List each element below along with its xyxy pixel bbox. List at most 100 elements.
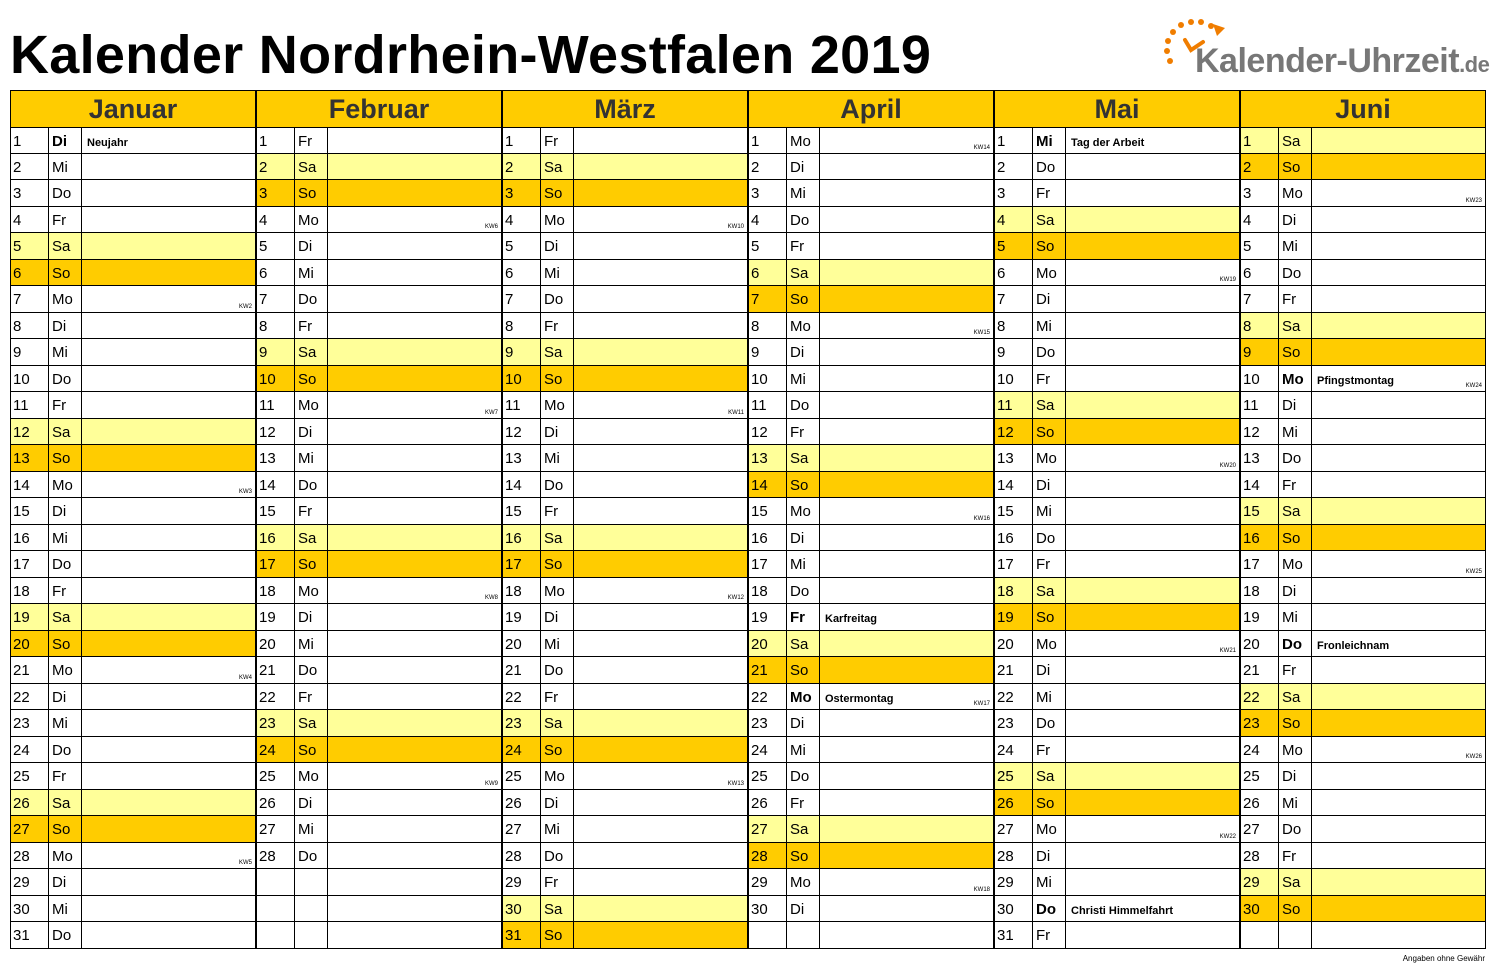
day-number: 24	[505, 741, 522, 759]
weekday: Mi	[48, 895, 82, 921]
day-number: 10	[505, 370, 522, 388]
day-number: 15	[13, 503, 30, 520]
day-row: 31 So	[502, 922, 748, 949]
day-number: 12	[505, 423, 522, 441]
day-row: 10 Mo Pfingstmontag KW24	[1240, 365, 1486, 392]
day-number: 3	[751, 185, 760, 202]
weekday: Fr	[1278, 657, 1312, 683]
weekday: Sa	[1278, 312, 1312, 338]
weekday: Fr	[1032, 180, 1066, 206]
weekday: Di	[48, 128, 82, 153]
week-number: KW5	[238, 860, 252, 866]
day-row: 28 Di	[994, 842, 1240, 869]
day-row: 10 Fr	[994, 365, 1240, 392]
day-row: 17 So	[256, 551, 502, 578]
day-number: 27	[505, 821, 522, 838]
day-number: 2	[751, 158, 760, 176]
day-row: 26 Di	[256, 789, 502, 816]
day-row: 23 So	[1240, 710, 1486, 737]
day-number: 12	[751, 423, 768, 441]
day-number: 25	[259, 768, 276, 785]
weekday: Mo	[786, 498, 820, 524]
week-number: KW15	[973, 330, 990, 336]
day-row: 23 Sa	[502, 710, 748, 737]
day-row: 19 Sa	[10, 604, 256, 631]
day-number: 19	[13, 609, 30, 626]
weekday: Mo	[48, 657, 82, 683]
day-number: 5	[751, 238, 760, 255]
day-number: 20	[505, 635, 522, 653]
day-number: 6	[1243, 264, 1252, 282]
weekday: Sa	[540, 339, 574, 365]
day-number: 12	[13, 423, 30, 441]
day-row: 28 So	[748, 842, 994, 869]
day-number: 22	[13, 688, 30, 706]
day-list: 1 Fr 2 Sa 3 So 4 Mo KW6 5 Di 6 Mi 7 Do 8 Fr 9 Sa 10 So 11 Mo KW…	[256, 127, 502, 949]
day-row: 16 Sa	[502, 524, 748, 551]
weekday: So	[1278, 339, 1312, 365]
day-row: 3 So	[256, 180, 502, 207]
weekday: Di	[786, 895, 820, 921]
empty-row	[748, 922, 994, 949]
day-row: 11 Sa	[994, 392, 1240, 419]
day-number: 24	[751, 741, 768, 759]
day-number: 14	[997, 476, 1014, 494]
weekday: So	[1278, 710, 1312, 736]
day-row: 20 Do Fronleichnam	[1240, 630, 1486, 657]
weekday: Di	[294, 233, 328, 259]
weekday: Di	[540, 418, 574, 444]
weekday: Do	[786, 392, 820, 418]
week-number: KW7	[484, 409, 498, 416]
day-number: 26	[13, 794, 30, 812]
weekday: Di	[540, 233, 574, 259]
day-row: 17 Fr	[994, 551, 1240, 578]
day-list: 1 Mo KW14 2 Di 3 Mi 4 Do 5 Fr 6 Sa 7 So 8 Mo KW15 9 Di 10 Mi 1…	[748, 127, 994, 949]
day-row: 14 Do	[502, 471, 748, 498]
day-number: 20	[259, 635, 276, 653]
day-row: 12 Di	[502, 418, 748, 445]
month-column: April 1 Mo KW14 2 Di 3 Mi 4 Do 5 Fr 6 Sa 7 So 8 Mo KW15 9 Di…	[748, 90, 994, 951]
weekday: Mo	[294, 206, 328, 232]
empty-row	[256, 895, 502, 922]
day-number: 10	[751, 370, 768, 388]
weekday: Do	[1278, 445, 1312, 471]
day-row: 15 Fr	[502, 498, 748, 525]
weekday: Mi	[48, 339, 82, 365]
weekday: Fr	[540, 683, 574, 709]
weekday: Do	[1032, 339, 1066, 365]
brand-logo: Kalender-Uhrzeit.de	[1155, 10, 1490, 90]
weekday: So	[1278, 153, 1312, 179]
day-row: 25 Mo KW9	[256, 763, 502, 790]
weekday: Do	[1278, 816, 1312, 842]
day-row: 9 Di	[748, 339, 994, 366]
day-row: 21 Fr	[1240, 657, 1486, 684]
day-row: 5 Mi	[1240, 233, 1486, 260]
day-row: 29 Mo KW18	[748, 869, 994, 896]
day-row: 17 Mi	[748, 551, 994, 578]
day-row: 10 Do	[10, 365, 256, 392]
day-number: 21	[259, 662, 276, 679]
weekday: Sa	[540, 710, 574, 736]
weekday: Sa	[786, 630, 820, 656]
week-number: KW16	[973, 515, 990, 522]
day-row: 9 Do	[994, 339, 1240, 366]
weekday: Mi	[294, 259, 328, 285]
weekday: So	[1278, 524, 1312, 550]
weekday: Di	[1278, 577, 1312, 603]
day-number: 3	[13, 185, 22, 202]
day-row: 11 Mo KW11	[502, 392, 748, 419]
day-row: 7 Di	[994, 286, 1240, 313]
day-number: 1	[751, 133, 760, 150]
day-number: 17	[751, 556, 768, 573]
day-row: 19 So	[994, 604, 1240, 631]
month-column: Februar 1 Fr 2 Sa 3 So 4 Mo KW6 5 Di 6 Mi 7 Do 8 Fr 9 Sa 10 S…	[256, 90, 502, 951]
day-row: 5 Fr	[748, 233, 994, 260]
day-row: 17 So	[502, 551, 748, 578]
weekday: Do	[786, 577, 820, 603]
day-row: 10 So	[502, 365, 748, 392]
day-number: 18	[259, 582, 276, 600]
day-number: 24	[259, 741, 276, 759]
day-row: 13 Mi	[502, 445, 748, 472]
day-list: 1 Fr 2 Sa 3 So 4 Mo KW10 5 Di 6 Mi 7 Do 8 Fr 9 Sa 10 So 11 Mo K…	[502, 127, 748, 949]
day-row: 20 So	[10, 630, 256, 657]
